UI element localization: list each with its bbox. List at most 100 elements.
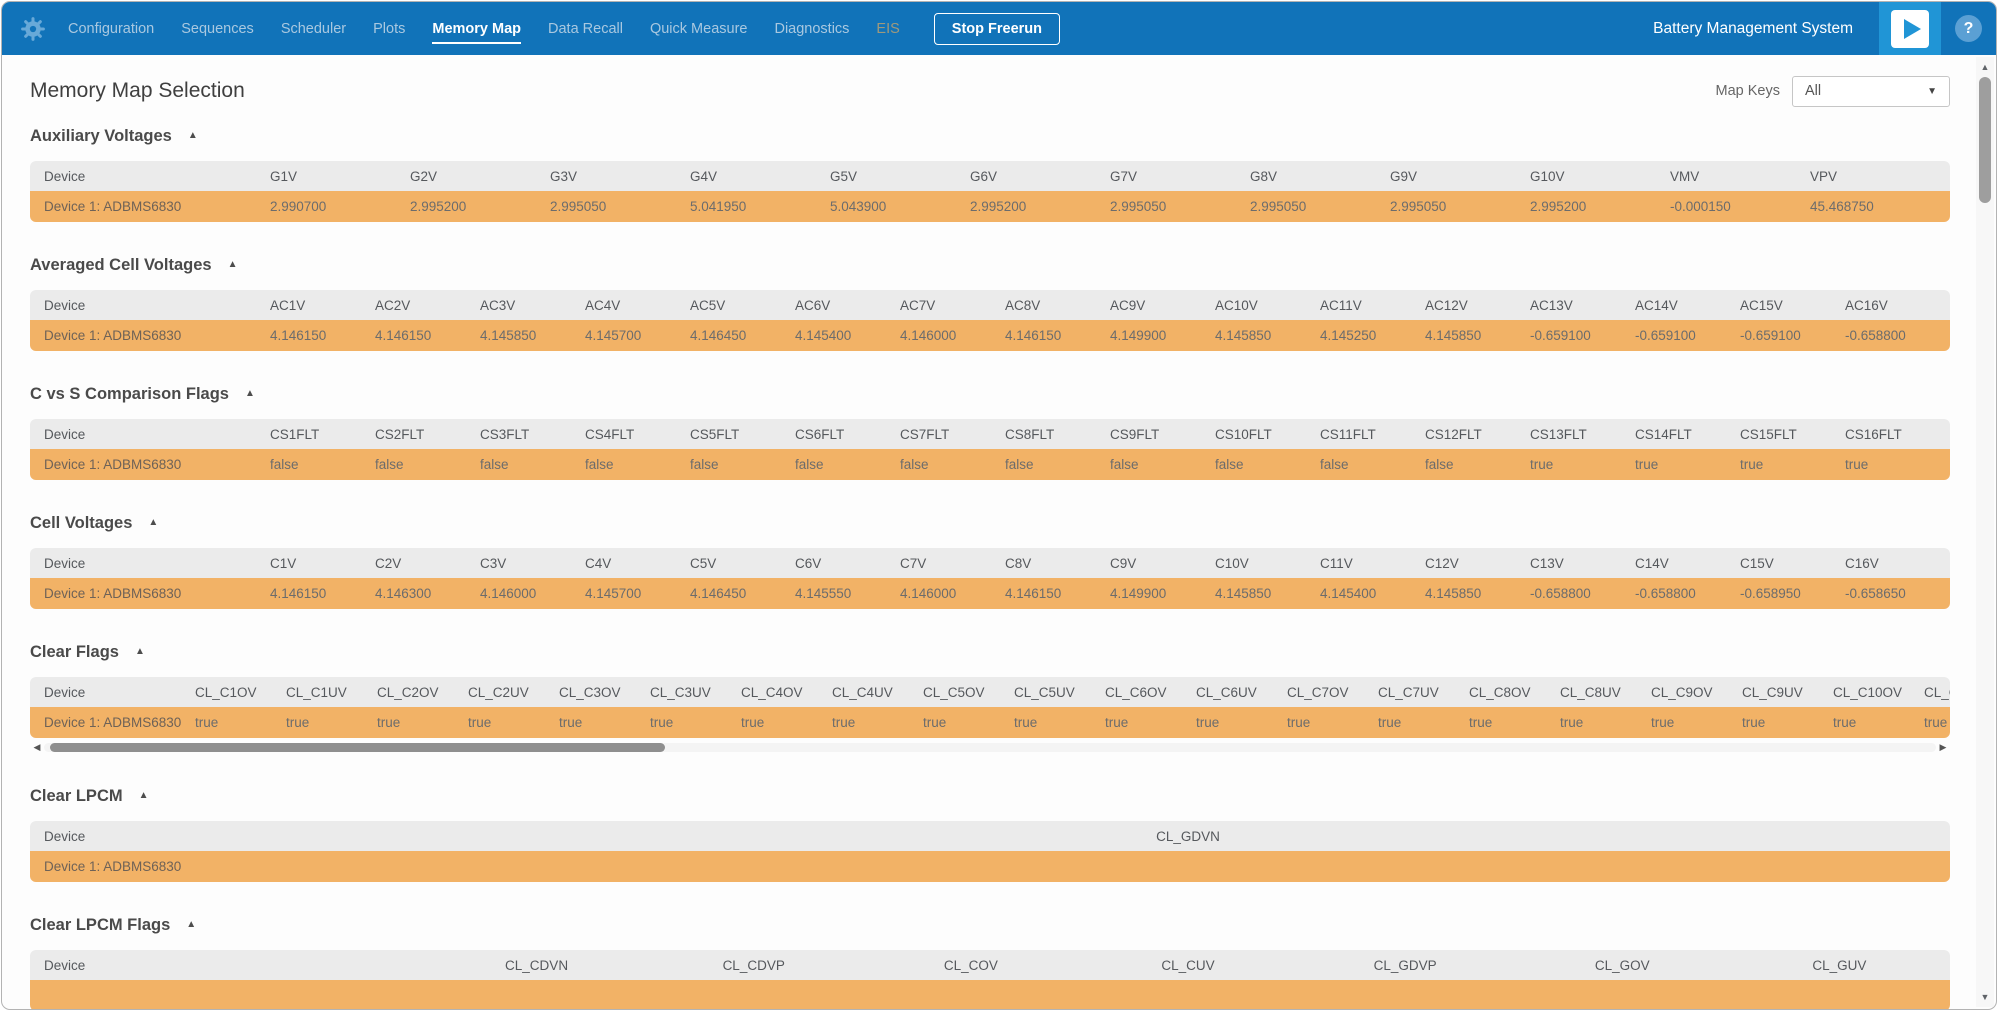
- table-data-row[interactable]: Device 1: ADBMS6830 2.990700 2.995200 2.995…: [30, 191, 1950, 222]
- map-keys-selected-value: All: [1805, 83, 1822, 99]
- run-button[interactable]: [1879, 2, 1941, 55]
- scroll-right-icon[interactable]: ▶: [1939, 742, 1947, 752]
- header-cell: CL_C3OV: [559, 684, 621, 700]
- value-cell: true: [1742, 715, 1766, 730]
- tab-scheduler[interactable]: Scheduler: [280, 20, 347, 37]
- value-cell: 4.149900: [1110, 586, 1167, 601]
- collapse-icon[interactable]: ▲: [138, 790, 149, 801]
- header-cell: AC5V: [690, 297, 726, 313]
- table-header-row: Device CL_C1OV CL_C1UV CL_C2OV CL_C2UV CL_C3O…: [30, 677, 1950, 707]
- header-cell: C6V: [795, 555, 822, 571]
- table-data-row[interactable]: Device 1: ADBMS6830 true true true true true t…: [30, 707, 1950, 738]
- value-cell: false: [900, 457, 929, 472]
- header-cell: C3V: [480, 555, 507, 571]
- value-cell: true: [1833, 715, 1857, 730]
- section-title: Clear LPCM: [30, 787, 123, 805]
- scroll-down-icon[interactable]: ▼: [1980, 992, 1990, 1002]
- help-icon[interactable]: ?: [1955, 15, 1982, 42]
- device-cell: Device 1: ADBMS6830: [44, 859, 182, 874]
- value-cell: true: [923, 715, 947, 730]
- table-header-row: Device CL_CDVN CL_CDVP CL_COV CL_CUV CL_GDVP C…: [30, 950, 1950, 980]
- table-data-row[interactable]: Device 1: ADBMS6830 false false false false f…: [30, 449, 1950, 480]
- header-cell: CS12FLT: [1425, 426, 1482, 442]
- table-header-row: Device G1V G2V G3V G4V G5V G6V G7V G8V G9V G10V VMV…: [30, 161, 1950, 191]
- collapse-icon[interactable]: ▲: [244, 388, 255, 399]
- tab-quick-measure[interactable]: Quick Measure: [649, 20, 748, 37]
- section-header: C vs S Comparison Flags ▲: [30, 383, 1950, 405]
- value-cell: true: [1378, 715, 1402, 730]
- header-cell: CS1FLT: [270, 426, 320, 442]
- header-cell: CL_C8OV: [1469, 684, 1531, 700]
- collapse-icon[interactable]: ▲: [148, 517, 159, 528]
- table: Device CL_CDVN CL_CDVP CL_COV CL_CUV CL_GDVP C…: [30, 950, 1950, 1009]
- table-data-row[interactable]: Device 1: ADBMS6830 4.146150 4.146150 4.145…: [30, 320, 1950, 351]
- tab-sequences[interactable]: Sequences: [181, 20, 254, 37]
- header-cell: CL_COV: [943, 957, 998, 973]
- header-cell: C16V: [1845, 555, 1879, 571]
- header-cell: CL_C2OV: [377, 684, 439, 700]
- tab-eis[interactable]: EIS: [876, 20, 900, 37]
- section-auxiliary-voltages: Auxiliary Voltages ▲ Device G1V G2V G3V G4V G5V…: [30, 125, 1950, 222]
- header-cell: C1V: [270, 555, 297, 571]
- value-cell: -0.658650: [1845, 586, 1906, 601]
- tab-configuration[interactable]: Configuration: [68, 20, 155, 37]
- brand-title: Battery Management System: [1653, 19, 1853, 37]
- header-cell: AC13V: [1530, 297, 1573, 313]
- header-cell: CS15FLT: [1740, 426, 1797, 442]
- scroll-up-icon[interactable]: ▲: [1980, 62, 1990, 72]
- tab-data-recall[interactable]: Data Recall: [548, 20, 623, 37]
- value-cell: 2.995050: [1250, 199, 1307, 214]
- value-cell: 5.041950: [690, 199, 747, 214]
- vertical-scrollbar-thumb[interactable]: [1979, 77, 1991, 203]
- value-cell: 4.145850: [1425, 586, 1482, 601]
- header-cell: CS4FLT: [585, 426, 635, 442]
- header-cell: CS8FLT: [1005, 426, 1055, 442]
- header-cell: G5V: [830, 168, 858, 184]
- table-data-row[interactable]: [30, 980, 1950, 1009]
- value-cell: true: [1635, 457, 1659, 472]
- scroll-left-icon[interactable]: ◀: [33, 742, 41, 752]
- stop-freerun-button[interactable]: Stop Freerun: [933, 12, 1061, 45]
- collapse-icon[interactable]: ▲: [227, 259, 238, 270]
- header-cell: CS9FLT: [1110, 426, 1160, 442]
- value-cell: false: [270, 457, 299, 472]
- gear-icon[interactable]: [18, 14, 48, 44]
- header-cell-device: Device: [44, 555, 86, 571]
- header-cell: G7V: [1110, 168, 1138, 184]
- table: Device CL_C1OV CL_C1UV CL_C2OV CL_C2UV CL_C3O…: [30, 677, 1950, 738]
- header-cell: AC16V: [1845, 297, 1888, 313]
- horizontal-scrollbar-thumb[interactable]: [50, 743, 665, 752]
- header-cell: AC6V: [795, 297, 831, 313]
- value-cell: 4.146450: [690, 586, 747, 601]
- table-data-row[interactable]: Device 1: ADBMS6830 4.146150 4.146300 4.146…: [30, 578, 1950, 609]
- header-cell: AC15V: [1740, 297, 1783, 313]
- value-cell: true: [1469, 715, 1493, 730]
- header-cell: C4V: [585, 555, 612, 571]
- collapse-icon[interactable]: ▲: [134, 646, 145, 657]
- header-cell-device: Device: [44, 828, 86, 844]
- collapse-icon[interactable]: ▲: [186, 919, 197, 930]
- value-cell: 4.145550: [795, 586, 852, 601]
- section-title: Averaged Cell Voltages: [30, 256, 212, 274]
- device-cell: Device 1: ADBMS6830: [44, 328, 182, 343]
- header-cell: G9V: [1390, 168, 1418, 184]
- value-cell: 4.146150: [270, 586, 327, 601]
- tab-memory-map[interactable]: Memory Map: [432, 20, 521, 44]
- tab-diagnostics[interactable]: Diagnostics: [774, 20, 850, 37]
- value-cell: true: [1560, 715, 1584, 730]
- header-cell: G8V: [1250, 168, 1278, 184]
- map-keys-dropdown[interactable]: All ▼: [1792, 75, 1950, 107]
- header-cell: AC7V: [900, 297, 936, 313]
- table-scroll-area: Device CL_C1OV CL_C1UV CL_C2OV CL_C2UV CL_C3O…: [30, 677, 1950, 738]
- table-data-row[interactable]: Device 1: ADBMS6830: [30, 851, 1950, 882]
- value-cell: -0.659100: [1635, 328, 1696, 343]
- vertical-scrollbar: ▲ ▼: [1976, 57, 1994, 1007]
- collapse-icon[interactable]: ▲: [187, 130, 198, 141]
- header-cell: CL_CDVP: [722, 957, 785, 973]
- tab-plots[interactable]: Plots: [373, 20, 406, 37]
- header-cell: CL_C8UV: [1560, 684, 1621, 700]
- section-header: Cell Voltages ▲: [30, 512, 1950, 534]
- header-cell: CS6FLT: [795, 426, 845, 442]
- value-cell: 4.145400: [1320, 586, 1377, 601]
